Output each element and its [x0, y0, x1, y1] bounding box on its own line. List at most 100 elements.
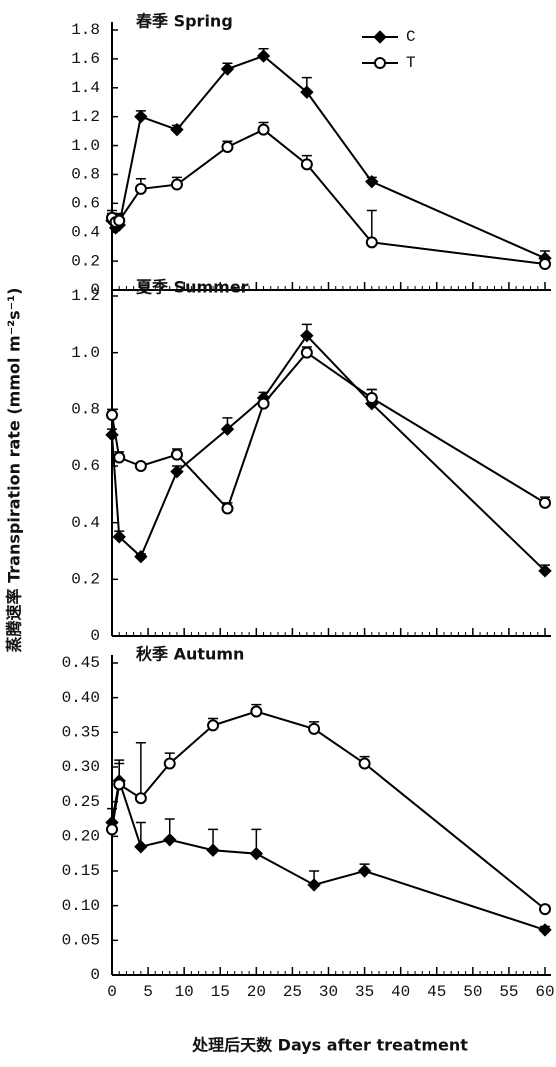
- x-tick-label: 45: [427, 983, 446, 1001]
- marker: [134, 460, 147, 472]
- y-tick-label: 0: [90, 627, 100, 645]
- marker: [134, 549, 148, 564]
- x-tick-label: 30: [319, 983, 338, 1001]
- x-tick-label: 25: [283, 983, 302, 1001]
- marker: [249, 846, 264, 861]
- marker: [365, 392, 378, 404]
- panel-title: 秋季 Autumn: [136, 645, 244, 664]
- x-tick-label: 10: [175, 983, 194, 1001]
- y-tick-label: 0.15: [62, 862, 100, 880]
- marker: [134, 792, 147, 805]
- y-tick-label: 0.10: [62, 897, 100, 915]
- y-tick-label: 0: [90, 281, 100, 299]
- x-tick-label: 50: [463, 983, 482, 1001]
- x-tick-label: 5: [143, 983, 153, 1001]
- x-axis-label: 处理后天数 Days after treatment: [191, 1036, 468, 1055]
- series-line: [111, 351, 546, 511]
- y-tick-label: 0.30: [62, 758, 100, 776]
- legend-label: C: [406, 28, 416, 46]
- series-line: [111, 710, 546, 910]
- y-tick-label: 0.40: [62, 689, 100, 707]
- marker: [257, 123, 270, 136]
- legend-label: T: [406, 54, 416, 72]
- y-tick-label: 0.45: [62, 654, 100, 672]
- panel-title: 春季 Spring: [135, 12, 233, 31]
- marker: [374, 57, 386, 69]
- y-tick-label: 1.6: [71, 50, 100, 68]
- panel-title: 夏季 Summer: [135, 278, 249, 297]
- marker: [134, 840, 148, 854]
- marker: [113, 451, 126, 464]
- marker: [170, 464, 184, 479]
- y-tick-label: 1.4: [71, 79, 100, 97]
- y-tick-label: 1.8: [71, 21, 100, 39]
- y-tick-label: 0.4: [71, 514, 100, 532]
- series-line: [111, 128, 546, 265]
- marker: [220, 422, 235, 436]
- x-tick-label: 60: [535, 983, 554, 1001]
- marker: [163, 833, 177, 847]
- error-bar: [135, 741, 146, 799]
- marker: [307, 878, 321, 892]
- marker: [300, 346, 313, 359]
- marker: [539, 496, 551, 509]
- x-tick-label: 0: [107, 983, 117, 1001]
- y-tick-label: 0.2: [71, 571, 100, 589]
- y-tick-label: 0.2: [71, 252, 100, 270]
- marker: [365, 174, 379, 189]
- marker: [221, 502, 234, 515]
- y-tick-label: 0.35: [62, 724, 100, 742]
- x-tick-label: 35: [355, 983, 374, 1001]
- marker: [538, 564, 552, 578]
- marker: [113, 778, 126, 791]
- marker: [163, 757, 176, 770]
- marker: [300, 85, 314, 99]
- marker: [221, 141, 234, 153]
- marker: [365, 236, 378, 249]
- series-line: [111, 780, 546, 931]
- y-tick-label: 1.0: [71, 137, 100, 155]
- marker: [206, 843, 220, 857]
- y-tick-label: 1.2: [71, 108, 100, 126]
- x-tick-label: 20: [247, 983, 266, 1001]
- marker: [112, 530, 126, 544]
- marker: [250, 705, 263, 718]
- y-tick-label: 0.6: [71, 195, 100, 213]
- marker: [539, 258, 551, 270]
- y-tick-label: 0.4: [71, 223, 100, 241]
- marker: [308, 722, 321, 735]
- marker: [106, 409, 118, 421]
- marker: [170, 178, 183, 191]
- y-tick-label: 1.0: [71, 344, 100, 362]
- y-tick-label: 0.6: [71, 457, 100, 475]
- marker: [300, 328, 314, 343]
- x-tick-label: 55: [499, 983, 518, 1001]
- y-tick-label: 0.8: [71, 166, 100, 184]
- marker: [106, 823, 118, 836]
- marker: [134, 182, 147, 195]
- y-tick-label: 0: [90, 966, 100, 984]
- x-tick-label: 40: [391, 983, 410, 1001]
- marker: [170, 448, 183, 461]
- marker: [357, 864, 372, 878]
- y-tick-label: 1.2: [71, 287, 100, 305]
- marker: [539, 903, 551, 916]
- marker: [256, 49, 271, 63]
- marker: [373, 30, 387, 44]
- y-tick-label: 0.8: [71, 401, 100, 419]
- marker: [113, 214, 126, 227]
- y-tick-label: 0.25: [62, 793, 100, 811]
- y-tick-label: 0.05: [62, 932, 100, 950]
- marker: [538, 923, 552, 937]
- marker: [220, 62, 235, 76]
- y-axis-label: 蒸腾速率 Transpiration rate (mmol m⁻²s⁻¹): [5, 288, 24, 653]
- marker: [170, 122, 184, 137]
- y-tick-label: 0.20: [62, 828, 100, 846]
- marker: [257, 397, 270, 410]
- marker: [207, 719, 220, 732]
- series-line: [111, 54, 546, 260]
- marker: [358, 757, 371, 770]
- x-tick-label: 15: [211, 983, 230, 1001]
- marker: [300, 158, 313, 171]
